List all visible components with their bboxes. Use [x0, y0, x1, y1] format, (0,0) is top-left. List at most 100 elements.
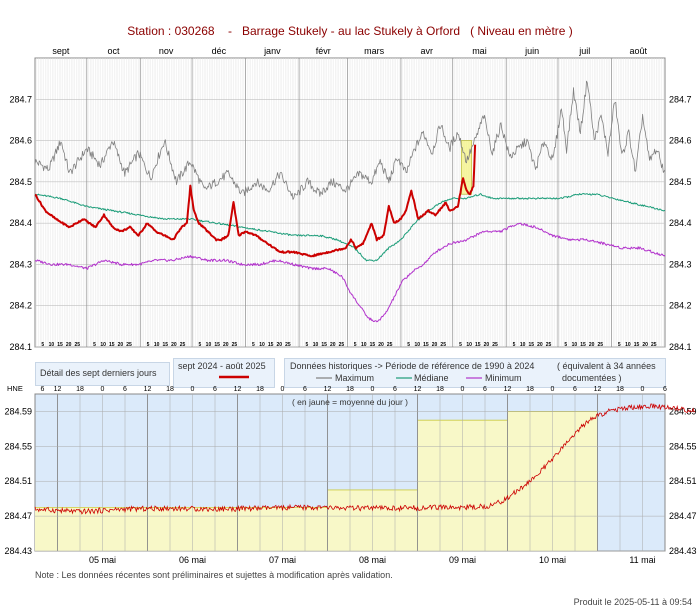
minor-tick-label: 10 — [154, 342, 160, 348]
hour-tick-label: 6 — [41, 386, 45, 393]
minor-tick-label: 25 — [232, 342, 238, 348]
minor-tick-label: 25 — [492, 342, 498, 348]
legend-detail-label: Détail des sept derniers jours — [40, 368, 157, 378]
minor-tick-label: 20 — [589, 342, 595, 348]
station-name: Barrage Stukely - au lac Stukely à Orfor… — [241, 24, 461, 38]
hour-tick-label: 12 — [504, 386, 512, 393]
y-tick-label-left: 284.3 — [9, 259, 32, 269]
detail-y-tick-right: 284.55 — [669, 441, 697, 451]
hour-tick-label: 0 — [191, 386, 195, 393]
minor-tick-label: 5 — [305, 342, 308, 348]
minor-tick-label: 5 — [354, 342, 357, 348]
day-label: 09 mai — [449, 555, 476, 565]
unit-note: ( Niveau en mètre ) — [470, 24, 573, 38]
minor-tick-label: 20 — [378, 342, 384, 348]
hour-tick-label: 0 — [461, 386, 465, 393]
minor-tick-label: 5 — [147, 342, 150, 348]
plot-frame — [34, 57, 666, 348]
month-label: sept — [52, 46, 70, 56]
detail-y-tick-right: 284.51 — [669, 476, 697, 486]
minor-tick-label: 15 — [423, 342, 429, 348]
minor-tick-label: 20 — [66, 342, 72, 348]
minor-tick-label: 10 — [361, 342, 367, 348]
hour-tick-label: 18 — [526, 386, 534, 393]
day-label: 08 mai — [359, 555, 386, 565]
legend-historical-label: Données historiques -> Période de référe… — [290, 361, 535, 371]
legend-detail-box — [35, 362, 170, 386]
y-tick-label-left: 284.7 — [9, 94, 32, 104]
y-tick-label-right: 284.1 — [669, 342, 692, 352]
legend-max-swatch — [316, 377, 332, 379]
minor-tick-label: 5 — [93, 342, 96, 348]
legend-min-label: Minimum — [485, 373, 522, 383]
minor-tick-label: 15 — [528, 342, 534, 348]
minor-tick-label: 15 — [109, 342, 115, 348]
legend-equivalent-line2: documentées ) — [562, 373, 622, 383]
hour-tick-label: 6 — [123, 386, 127, 393]
minor-tick-label: 10 — [466, 342, 472, 348]
minor-tick-label: 5 — [252, 342, 255, 348]
hour-tick-label: 6 — [303, 386, 307, 393]
y-tick-label-left: 284.6 — [9, 136, 32, 146]
hour-tick-label: 12 — [234, 386, 242, 393]
legend-equivalent-line1: ( équivalent à 34 années — [557, 361, 656, 371]
hour-tick-label: 18 — [76, 386, 84, 393]
y-tick-label-right: 284.6 — [669, 136, 692, 146]
series-minimum — [34, 222, 666, 323]
minor-tick-label: 10 — [49, 342, 55, 348]
hour-tick-label: 0 — [101, 386, 105, 393]
daily-average-area — [35, 507, 58, 551]
y-tick-label-left: 284.1 — [9, 342, 32, 352]
y-tick-label-right: 284.4 — [669, 218, 692, 228]
minor-tick-label: 5 — [407, 342, 410, 348]
hour-tick-label: 18 — [436, 386, 444, 393]
minor-tick-label: 10 — [100, 342, 106, 348]
day-label: 06 mai — [179, 555, 206, 565]
hour-axis-label: HNE — [7, 384, 23, 393]
minor-tick-label: 25 — [339, 342, 345, 348]
detail-y-tick-left: 284.47 — [4, 511, 32, 521]
series-median — [34, 193, 666, 262]
y-tick-label-right: 284.3 — [669, 259, 692, 269]
hour-tick-label: 0 — [371, 386, 375, 393]
minor-tick-label: 25 — [651, 342, 657, 348]
annual-level-chart: 5 10 15 20 25 5 10 15 20 25 5 10 15 20 25 5 10 15 20 25 5 10 1… — [9, 46, 692, 352]
minor-tick-label: 25 — [387, 342, 393, 348]
detail-y-tick-left: 284.55 — [4, 441, 32, 451]
legend-max-label: Maximum — [335, 373, 375, 383]
detail-y-tick-right: 284.43 — [669, 546, 697, 556]
minor-tick-label: 25 — [597, 342, 603, 348]
minor-tick-label: 25 — [180, 342, 186, 348]
minor-tick-label: 10 — [206, 342, 212, 348]
minor-tick-label: 10 — [259, 342, 265, 348]
hour-tick-label: 12 — [414, 386, 422, 393]
detail-y-tick-left: 284.59 — [4, 406, 32, 416]
produced-timestamp: Produit le 2025-05-11 à 09:54 — [573, 597, 692, 607]
legend-current-period: sept 2024 - août 2025 — [178, 361, 266, 371]
minor-tick-label: 20 — [171, 342, 177, 348]
y-tick-label-left: 284.4 — [9, 218, 32, 228]
hour-tick-label: 12 — [144, 386, 152, 393]
minor-tick-label: 20 — [330, 342, 336, 348]
legend-current-box — [173, 358, 275, 388]
day-label: 07 mai — [269, 555, 296, 565]
minor-tick-label: 25 — [285, 342, 291, 348]
minor-tick-label: 5 — [198, 342, 201, 348]
station-label: Station : 030268 — [127, 24, 215, 38]
minor-tick-label: 20 — [537, 342, 543, 348]
y-tick-label-right: 284.2 — [669, 301, 692, 311]
month-label: janv — [263, 46, 281, 56]
minor-tick-label: 10 — [520, 342, 526, 348]
month-label: févr — [316, 46, 331, 56]
series-maximum — [34, 80, 666, 200]
minor-tick-label: 15 — [634, 342, 640, 348]
minor-tick-label: 20 — [118, 342, 124, 348]
day-label: 10 mai — [539, 555, 566, 565]
month-label: juin — [524, 46, 539, 56]
minor-tick-label: 5 — [618, 342, 621, 348]
minor-tick-label: 15 — [163, 342, 169, 348]
detail-y-tick-left: 284.51 — [4, 476, 32, 486]
seven-day-detail-chart: 284.43 284.43 284.47 284.47 284.51 284.51 284.… — [4, 384, 697, 565]
hour-tick-label: 6 — [393, 386, 397, 393]
minor-tick-label: 20 — [432, 342, 438, 348]
